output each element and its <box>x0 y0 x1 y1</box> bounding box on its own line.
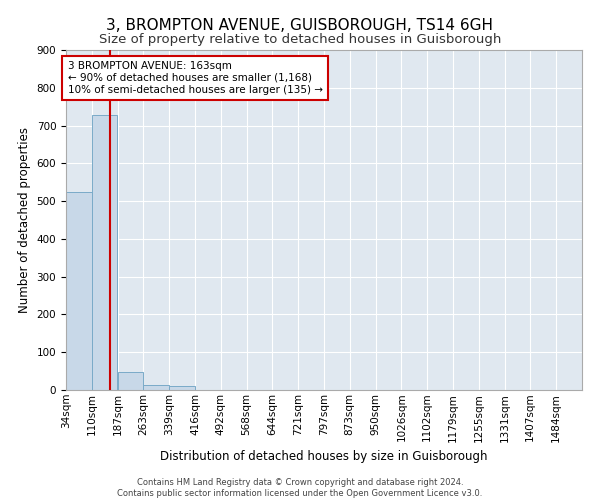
Bar <box>118 372 143 390</box>
X-axis label: Distribution of detached houses by size in Guisborough: Distribution of detached houses by size … <box>160 450 488 463</box>
Bar <box>66 192 92 390</box>
Bar <box>143 386 169 390</box>
Text: 3 BROMPTON AVENUE: 163sqm
← 90% of detached houses are smaller (1,168)
10% of se: 3 BROMPTON AVENUE: 163sqm ← 90% of detac… <box>68 62 323 94</box>
Text: Contains HM Land Registry data © Crown copyright and database right 2024.
Contai: Contains HM Land Registry data © Crown c… <box>118 478 482 498</box>
Bar <box>169 386 195 390</box>
Text: 3, BROMPTON AVENUE, GUISBOROUGH, TS14 6GH: 3, BROMPTON AVENUE, GUISBOROUGH, TS14 6G… <box>107 18 493 32</box>
Y-axis label: Number of detached properties: Number of detached properties <box>18 127 31 313</box>
Text: Size of property relative to detached houses in Guisborough: Size of property relative to detached ho… <box>99 32 501 46</box>
Bar <box>92 115 118 390</box>
